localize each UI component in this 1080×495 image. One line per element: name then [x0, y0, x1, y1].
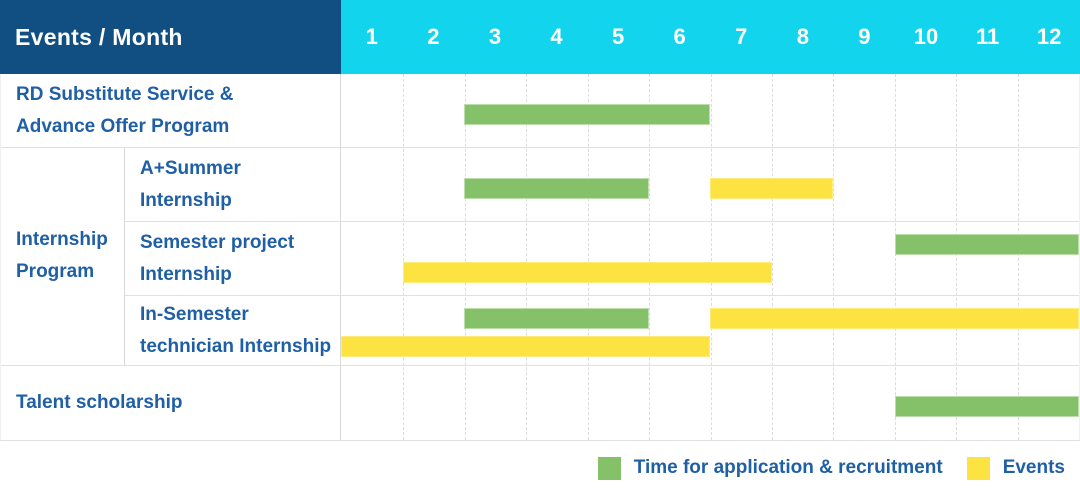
label-line: Internship	[140, 189, 232, 211]
bar-yellow-month7-to-12	[710, 308, 1079, 329]
label-line: Internship	[140, 263, 232, 285]
row-in-semester-technician-internship: In-Semester technician Internship	[1, 295, 1079, 365]
group-column-segment	[1, 148, 125, 221]
row-rd-substitute-service-advance-offer-program: RD Substitute Service & Advance Offer Pro…	[1, 74, 1079, 147]
row-label-a-summer-internship: A+Summer Internship	[125, 148, 341, 221]
bar-green-month10-to-12	[894, 396, 1079, 417]
chart-area-semester-project-internship	[341, 221, 1079, 295]
label-line: Talent scholarship	[16, 392, 183, 413]
legend: Time for application & recruitment Events	[0, 441, 1080, 495]
chart-area-in-semester-technician-internship	[341, 295, 1079, 365]
gantt-body: RD Substitute Service & Advance Offer Pro…	[0, 74, 1080, 441]
bar-green-month3-to-5	[464, 178, 649, 199]
legend-item-events: Events	[966, 456, 1065, 480]
row-label-talent-scholarship: Talent scholarship	[1, 366, 341, 440]
row-semester-project-internship: Semester project Internship	[1, 221, 1079, 295]
label-line: Semester project	[140, 231, 295, 253]
label-line: Advance Offer Program	[16, 115, 230, 137]
group-label-line: Program	[16, 261, 95, 282]
month-header-2: 2	[427, 24, 440, 49]
row-talent-scholarship: Talent scholarship	[1, 365, 1079, 440]
table-header-row: Events / Month 1 2 3 4 5 6 7 8 9 10 11 12	[0, 0, 1080, 74]
month-header-7: 7	[735, 24, 748, 49]
month-header-12: 12	[1036, 24, 1062, 49]
chart-area-rd-substitute-service-advance-offer-program	[341, 74, 1079, 147]
month-header-11: 11	[975, 24, 1000, 49]
month-header-strip: 1 2 3 4 5 6 7 8 9 10 11 12	[341, 0, 1080, 74]
month-header-9: 9	[858, 24, 871, 49]
bar-yellow-month2-to-7	[402, 262, 772, 283]
events-month-corner-header: Events / Month	[0, 0, 341, 74]
row-label-in-semester-technician-internship: In-Semester technician Internship	[125, 295, 341, 365]
chart-area-talent-scholarship	[341, 366, 1079, 440]
bar-green-month10-to-12	[894, 234, 1079, 255]
row-a-summer-internship: A+Summer Internship	[1, 147, 1079, 221]
group-column-segment	[1, 295, 125, 365]
month-header-4: 4	[550, 24, 563, 49]
month-header-5: 5	[611, 24, 625, 49]
month-header-10: 10	[913, 24, 939, 49]
month-header-6: 6	[673, 24, 686, 49]
bar-green-month3-to-5	[464, 308, 649, 329]
legend-swatch-green-icon	[597, 456, 621, 480]
label-line: RD Substitute Service &	[16, 83, 234, 105]
month-header-3: 3	[488, 24, 502, 49]
chart-area-a-summer-internship	[341, 148, 1079, 221]
legend-label: Events	[1002, 457, 1065, 478]
bar-yellow-month7-to-8	[710, 178, 833, 199]
label-line: technician Internship	[140, 335, 332, 357]
group-label-internship-program: Internship Program	[1, 147, 125, 365]
row-label-semester-project-internship: Semester project Internship	[125, 221, 341, 295]
group-label-line: Internship	[16, 229, 108, 250]
label-line: A+Summer	[140, 157, 241, 179]
month-header-1: 1	[365, 24, 378, 49]
legend-label: Time for application & recruitment	[633, 457, 943, 478]
row-label-rd-substitute-service-advance-offer-program: RD Substitute Service & Advance Offer Pro…	[1, 74, 341, 147]
label-line: In-Semester	[140, 303, 249, 325]
month-header-8: 8	[796, 24, 809, 49]
bar-yellow-month1-to-6	[341, 336, 710, 357]
gantt-chart: Events / Month 1 2 3 4 5 6 7 8 9 10 11 12 RD Substi…	[0, 0, 1080, 441]
bar-green-month3-to-6	[464, 104, 710, 125]
legend-swatch-yellow-icon	[966, 456, 990, 480]
group-column-segment	[1, 221, 125, 295]
legend-item-time-for-application-recruitment: Time for application & recruitment	[597, 456, 943, 480]
